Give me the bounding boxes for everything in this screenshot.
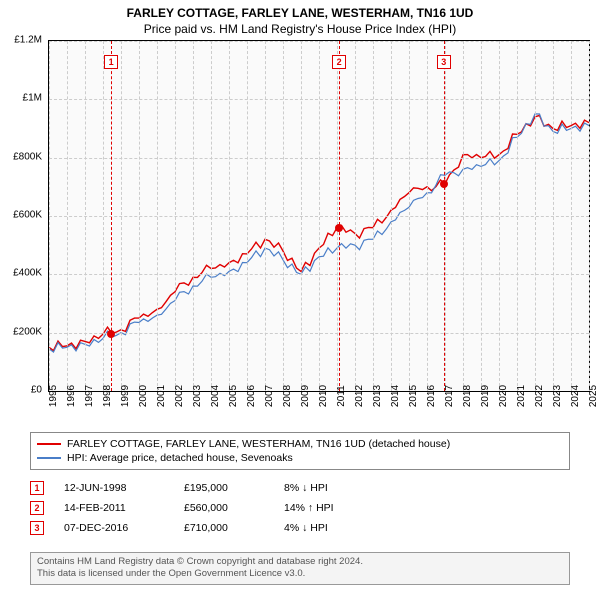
y-tick-label: £1.2M bbox=[14, 35, 42, 46]
event-pct: 14% ↑ HPI bbox=[284, 502, 404, 514]
x-tick-label: 2019 bbox=[480, 385, 491, 407]
x-tick-label: 2022 bbox=[534, 385, 545, 407]
x-tick-label: 2005 bbox=[228, 385, 239, 407]
x-tick-label: 2001 bbox=[156, 385, 167, 407]
legend-label: HPI: Average price, detached house, Seve… bbox=[67, 452, 293, 464]
x-tick-label: 2020 bbox=[498, 385, 509, 407]
event-price: £195,000 bbox=[184, 482, 264, 494]
x-tick-label: 2000 bbox=[138, 385, 149, 407]
marker-box-1: 1 bbox=[104, 55, 118, 69]
x-tick-label: 2009 bbox=[300, 385, 311, 407]
x-tick-label: 2003 bbox=[192, 385, 203, 407]
y-tick-label: £800K bbox=[13, 151, 42, 162]
marker-box-3: 3 bbox=[437, 55, 451, 69]
event-date: 14-FEB-2011 bbox=[64, 502, 164, 514]
x-tick-label: 2015 bbox=[408, 385, 419, 407]
legend-swatch bbox=[37, 457, 61, 459]
x-tick-label: 2002 bbox=[174, 385, 185, 407]
legend-item: HPI: Average price, detached house, Seve… bbox=[37, 451, 563, 465]
title-main: FARLEY COTTAGE, FARLEY LANE, WESTERHAM, … bbox=[0, 0, 600, 20]
event-row: 2 14-FEB-2011 £560,000 14% ↑ HPI bbox=[30, 498, 570, 518]
event-marker-3: 3 bbox=[30, 521, 44, 535]
event-row: 1 12-JUN-1998 £195,000 8% ↓ HPI bbox=[30, 478, 570, 498]
x-tick-label: 2021 bbox=[516, 385, 527, 407]
legend-item: FARLEY COTTAGE, FARLEY LANE, WESTERHAM, … bbox=[37, 437, 563, 451]
event-pct: 4% ↓ HPI bbox=[284, 522, 404, 534]
x-tick-label: 2018 bbox=[462, 385, 473, 407]
x-tick-label: 2013 bbox=[372, 385, 383, 407]
x-tick-label: 2017 bbox=[444, 385, 455, 407]
x-tick-label: 1995 bbox=[48, 385, 59, 407]
event-date: 12-JUN-1998 bbox=[64, 482, 164, 494]
x-tick-label: 2007 bbox=[264, 385, 275, 407]
y-tick-label: £1M bbox=[23, 93, 42, 104]
marker-point-2 bbox=[335, 224, 343, 232]
event-pct: 8% ↓ HPI bbox=[284, 482, 404, 494]
y-tick-label: £400K bbox=[13, 268, 42, 279]
chart-container: FARLEY COTTAGE, FARLEY LANE, WESTERHAM, … bbox=[0, 0, 600, 590]
event-marker-1: 1 bbox=[30, 481, 44, 495]
y-tick-label: £0 bbox=[31, 385, 42, 396]
x-tick-label: 2014 bbox=[390, 385, 401, 407]
event-price: £710,000 bbox=[184, 522, 264, 534]
x-tick-label: 1998 bbox=[102, 385, 113, 407]
x-tick-label: 1996 bbox=[66, 385, 77, 407]
events-table: 1 12-JUN-1998 £195,000 8% ↓ HPI 2 14-FEB-2011… bbox=[30, 478, 570, 538]
x-tick-label: 2024 bbox=[570, 385, 581, 407]
x-tick-label: 2004 bbox=[210, 385, 221, 407]
footer-attribution: Contains HM Land Registry data © Crown c… bbox=[30, 552, 570, 585]
x-tick-label: 1997 bbox=[84, 385, 95, 407]
title-sub: Price paid vs. HM Land Registry's House … bbox=[0, 20, 600, 38]
x-tick-label: 2012 bbox=[354, 385, 365, 407]
x-tick-label: 2025 bbox=[588, 385, 599, 407]
y-tick-label: £200K bbox=[13, 326, 42, 337]
marker-point-1 bbox=[107, 330, 115, 338]
event-date: 07-DEC-2016 bbox=[64, 522, 164, 534]
footer-line-2: This data is licensed under the Open Gov… bbox=[37, 568, 563, 580]
x-tick-label: 2010 bbox=[318, 385, 329, 407]
chart-plot-area: 1 2 3 bbox=[48, 40, 590, 392]
legend-label: FARLEY COTTAGE, FARLEY LANE, WESTERHAM, … bbox=[67, 438, 450, 450]
x-tick-label: 2008 bbox=[282, 385, 293, 407]
event-marker-2: 2 bbox=[30, 501, 44, 515]
x-tick-label: 2023 bbox=[552, 385, 563, 407]
x-axis-labels: 1995199619971998199920002001200220032004… bbox=[48, 394, 588, 434]
marker-box-2: 2 bbox=[332, 55, 346, 69]
y-tick-label: £600K bbox=[13, 210, 42, 221]
marker-point-3 bbox=[440, 180, 448, 188]
event-price: £560,000 bbox=[184, 502, 264, 514]
event-row: 3 07-DEC-2016 £710,000 4% ↓ HPI bbox=[30, 518, 570, 538]
marker-line-2 bbox=[339, 41, 340, 391]
x-tick-label: 2006 bbox=[246, 385, 257, 407]
marker-line-3 bbox=[444, 41, 445, 391]
marker-line-1 bbox=[111, 41, 112, 391]
legend: FARLEY COTTAGE, FARLEY LANE, WESTERHAM, … bbox=[30, 432, 570, 470]
legend-swatch bbox=[37, 443, 61, 445]
x-tick-label: 1999 bbox=[120, 385, 131, 407]
footer-line-1: Contains HM Land Registry data © Crown c… bbox=[37, 556, 563, 568]
x-tick-label: 2011 bbox=[336, 385, 347, 407]
y-axis-labels: £0£200K£400K£600K£800K£1M£1.2M bbox=[0, 40, 46, 390]
x-tick-label: 2016 bbox=[426, 385, 437, 407]
